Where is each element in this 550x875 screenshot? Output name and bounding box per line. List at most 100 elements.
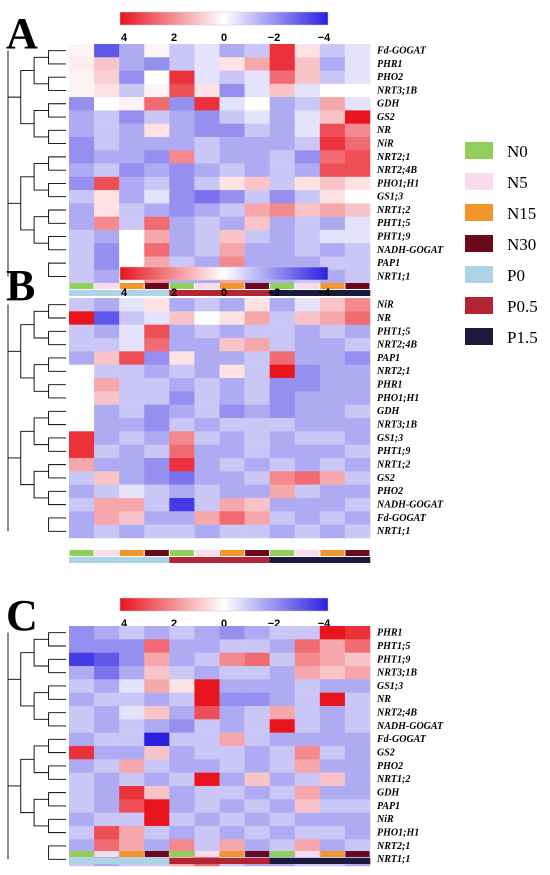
- panel-c-p-annotation-cell: [69, 858, 95, 864]
- panel-b-p-annotation-cell: [269, 557, 296, 563]
- panel-c-n-annotation-cell: [220, 851, 245, 857]
- panel-b-cell: [344, 351, 371, 365]
- panel-a-cell: [144, 190, 170, 204]
- panel-b-row-label-pho2: PHO2: [377, 486, 403, 497]
- panel-c-cell: [144, 745, 170, 760]
- panel-c-cell: [244, 772, 270, 787]
- panel-c-cell: [244, 745, 270, 760]
- panel-a-cell: [219, 123, 245, 138]
- panel-c-cell: [144, 626, 170, 640]
- panel-b-cell: [119, 377, 145, 392]
- panel-a-cell: [144, 176, 170, 191]
- panel-a-cell: [344, 190, 371, 204]
- panel-b-cell: [269, 324, 296, 339]
- panel-b-cell: [69, 511, 95, 525]
- panel-b-cell: [294, 511, 321, 525]
- panel-a-cell: [169, 203, 195, 217]
- panel-b-cell: [194, 351, 220, 365]
- legend-swatch-p0-5: [465, 297, 493, 314]
- panel-a-cell: [94, 110, 120, 124]
- panel-a-p-annotation-cell: [219, 290, 245, 296]
- panel-a-cell: [319, 190, 346, 204]
- panel-a-row-label-pho2: PHO2: [377, 72, 403, 83]
- panel-b-cell: [119, 431, 145, 445]
- panel-c-cell: [294, 825, 321, 840]
- panel-a-cell: [294, 70, 321, 85]
- panel-c-cell: [169, 745, 195, 760]
- panel-b-cell: [319, 391, 346, 405]
- panel-b-cell: [344, 444, 371, 459]
- panel-a-cell: [169, 44, 195, 58]
- panel-a-cell: [69, 57, 95, 71]
- panel-a-cell: [269, 70, 296, 85]
- panel-a-cell: [144, 256, 170, 271]
- panel-a-cell: [94, 123, 120, 138]
- panel-c-cell: [69, 745, 95, 760]
- panel-c-p-annotation-cell: [269, 858, 296, 864]
- panel-c-row-label-nrt2-1: NRT2;1: [376, 841, 410, 852]
- panel-b-cell: [194, 444, 220, 459]
- panel-a-cell: [194, 176, 220, 191]
- panel-b-cell: [244, 417, 270, 432]
- panel-b-cell: [269, 351, 296, 365]
- panel-a-cell: [194, 44, 220, 58]
- panel-c-cell: [119, 705, 145, 720]
- panel-a-cell: [69, 163, 95, 178]
- panel-a-cell: [94, 190, 120, 204]
- panel-c-cell: [69, 692, 95, 707]
- panel-c-heatmap: C 4 2 0 −2 −4PHR1PHT1;5PHT1;9NRT3;1BGS1;3NRNR…: [6, 591, 444, 867]
- panel-a-cell: [244, 57, 270, 71]
- panel-b-cell: [344, 471, 371, 485]
- panel-b-cell: [94, 391, 120, 405]
- panel-c-row-label-nr: NR: [376, 694, 391, 705]
- panel-c-cell: [144, 732, 170, 747]
- panel-b-cell: [319, 351, 346, 365]
- panel-c-cell: [269, 772, 296, 787]
- panel-b-cell: [94, 337, 120, 352]
- panel-a-n-annotation-cell: [245, 283, 270, 289]
- panel-b-cell: [194, 311, 220, 325]
- panel-a-cell: [294, 203, 321, 217]
- panel-b-cell: [144, 351, 170, 365]
- panel-c-cell: [69, 825, 95, 840]
- panel-c-cell: [269, 825, 296, 840]
- panel-b-cell: [244, 311, 270, 325]
- panel-a-cell: [169, 256, 195, 271]
- panel-b-cell: [269, 417, 296, 432]
- panel-b-cell: [244, 364, 270, 379]
- panel-a-cell: [194, 229, 220, 244]
- panel-a-n-annotation-cell: [345, 283, 370, 289]
- panel-c-row-label-nrt1-1: NRT1;1: [376, 854, 410, 865]
- panel-a-cell: [294, 83, 321, 98]
- panel-a-cell: [269, 83, 296, 98]
- panel-c-cell: [94, 825, 120, 840]
- panel-a-cell: [69, 97, 95, 111]
- panel-c-cell: [344, 799, 371, 813]
- panel-a-cell: [294, 44, 321, 58]
- panel-c-cell: [269, 639, 296, 653]
- panel-b-cell: [344, 364, 371, 379]
- panel-b-cell: [269, 444, 296, 459]
- panel-b-cell: [319, 404, 346, 419]
- panel-c-p-annotation-cell: [194, 858, 220, 864]
- panel-a-heatmap: A 4 2 0 −2 −4 Fd-GOGAT PHR1 PHO2 NRT3;1B GDH GS2 NR N…: [6, 9, 444, 296]
- panel-b-cell: [319, 364, 346, 379]
- panel-b-cell: [94, 311, 120, 325]
- panel-c-cell: [294, 679, 321, 693]
- panel-b-p-annotation-cell: [69, 557, 95, 563]
- panel-a-cell: [344, 256, 371, 271]
- panel-a-n-annotation-cell: [69, 283, 94, 289]
- panel-a-cell: [319, 70, 346, 85]
- panel-b-cell: [294, 337, 321, 352]
- panel-a-cell: [119, 97, 145, 111]
- panel-b-cell: [319, 311, 346, 325]
- panel-c-cell: [94, 785, 120, 800]
- panel-b-cell: [169, 511, 195, 525]
- panel-b-cell: [269, 484, 296, 499]
- panel-c-cell: [269, 812, 296, 827]
- panel-a-cell: [169, 216, 195, 231]
- panel-b-cell: [319, 484, 346, 499]
- panel-a-cell: [319, 243, 346, 257]
- panel-a-row-label-nrt3-1b: NRT3;1B: [376, 85, 417, 96]
- panel-a-cell: [269, 44, 296, 58]
